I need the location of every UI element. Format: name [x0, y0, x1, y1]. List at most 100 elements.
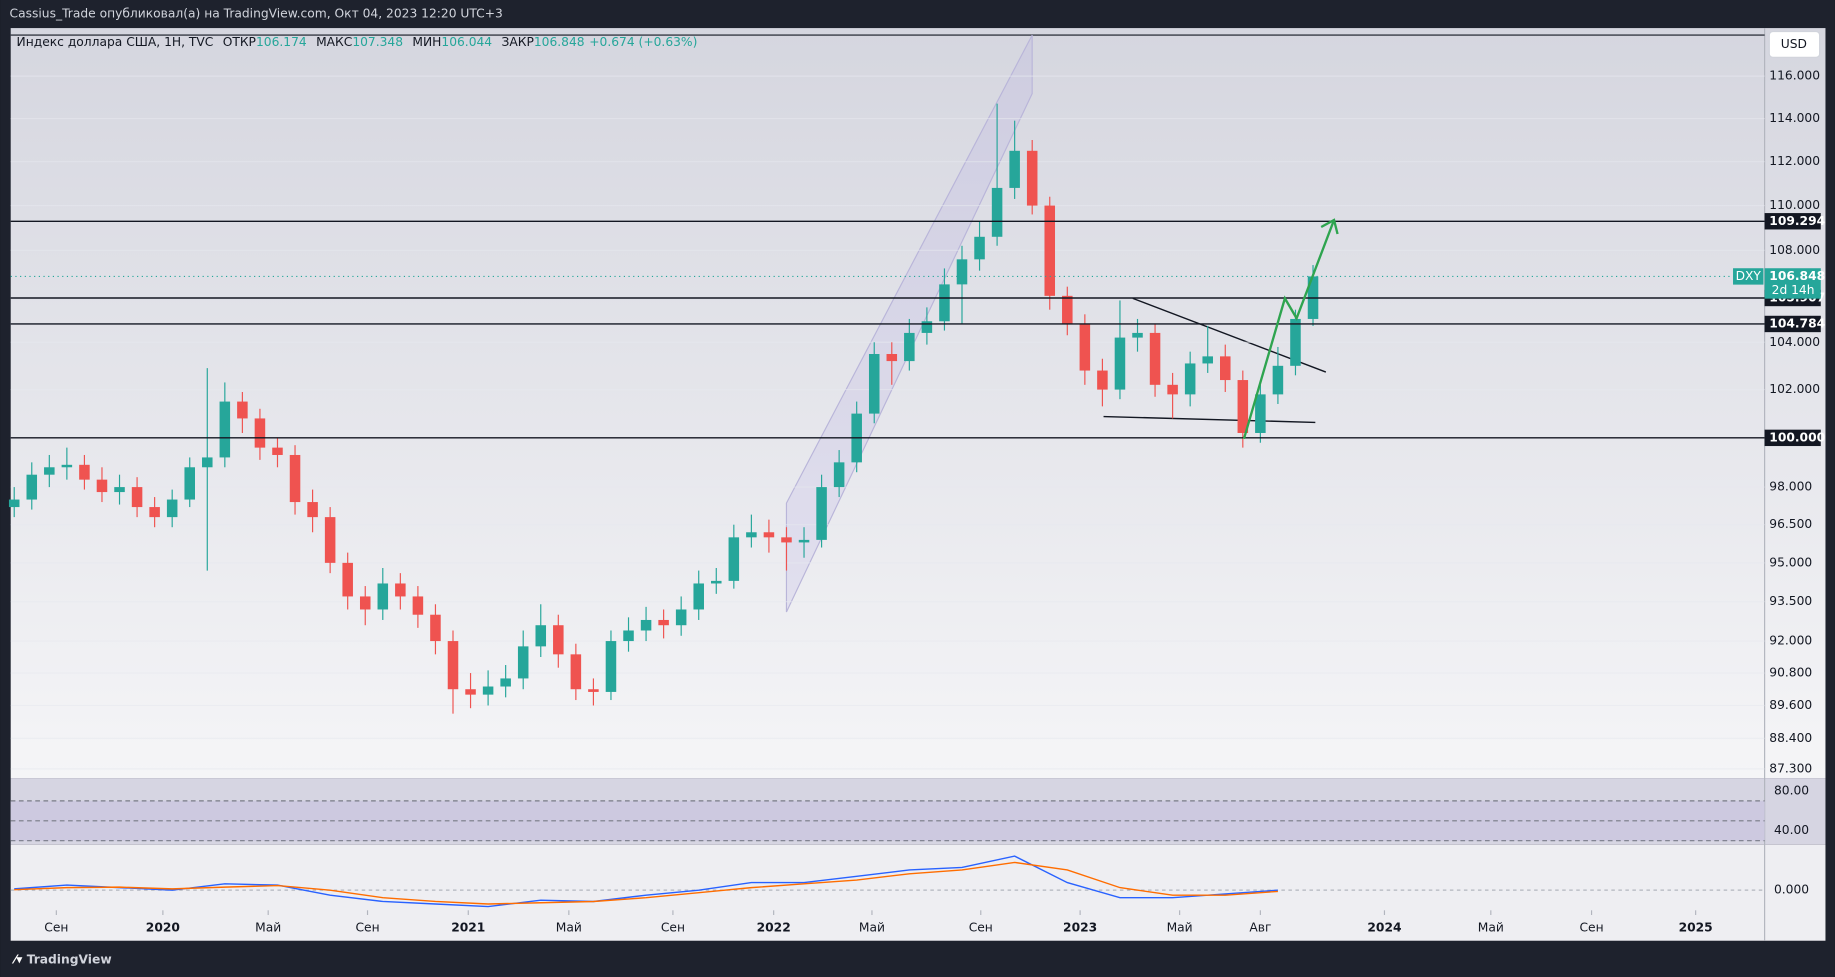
candle-body — [535, 625, 547, 647]
y-tick-label: 89.600 — [1769, 698, 1812, 712]
x-tick-label: Май — [556, 920, 582, 934]
macd-pane — [10, 844, 1826, 941]
brand[interactable]: ⁄▾ TradingView — [11, 952, 111, 966]
last-price: 106.848 — [1769, 269, 1825, 283]
candle-body — [553, 625, 564, 655]
candle-body — [430, 614, 441, 642]
candle-body — [202, 457, 213, 468]
symbol: Индекс доллара США, 1Н, TVC — [17, 35, 214, 49]
candle-body — [1009, 150, 1020, 188]
price-tag — [1764, 268, 1821, 299]
y-tick-label: 90.800 — [1769, 666, 1812, 680]
candle-body — [166, 499, 178, 518]
candle-body — [798, 539, 810, 543]
x-tick-label: 2022 — [757, 920, 791, 934]
candle-body — [377, 583, 389, 610]
candle-body — [184, 467, 195, 500]
candle-body — [1272, 365, 1284, 395]
candle-body — [1026, 150, 1038, 206]
candle-body — [131, 487, 143, 508]
y-tick-label: 88.400 — [1769, 731, 1812, 745]
main-pane — [10, 28, 1826, 779]
x-tick-label: Сен — [661, 920, 685, 934]
high: 107.348 — [352, 35, 403, 49]
y-tick-label: 87.300 — [1769, 761, 1812, 775]
y-tick-label: 114.000 — [1769, 111, 1820, 125]
candle-body — [1220, 356, 1231, 381]
candle-body — [289, 454, 301, 503]
candle-body — [1079, 323, 1091, 371]
level-label: 100.000 — [1769, 430, 1825, 444]
low-label: МИН — [412, 35, 441, 49]
candle-body — [886, 354, 898, 362]
candle-body — [1062, 295, 1073, 324]
x-tick-label: 2023 — [1063, 920, 1097, 934]
countdown: 2d 14h — [1772, 283, 1815, 297]
candle-body — [272, 447, 283, 455]
low: 106.044 — [441, 35, 492, 49]
x-tick-label: Сен — [44, 920, 68, 934]
candle-body — [711, 580, 722, 584]
candle-body — [570, 654, 582, 690]
y-tick-label: 80.00 — [1774, 783, 1809, 797]
x-tick-label: 2020 — [146, 920, 180, 934]
open-label: ОТКР — [223, 35, 256, 49]
candle-body — [588, 689, 599, 692]
candle-body — [1114, 337, 1126, 390]
candle-body — [956, 259, 968, 285]
candle-body — [1097, 370, 1108, 390]
candle-body — [342, 562, 353, 597]
change: +0.674 (+0.63%) — [589, 35, 697, 49]
candle-body — [26, 474, 38, 500]
candle-body — [8, 499, 20, 508]
candle-body — [61, 464, 73, 468]
high-label: МАКС — [316, 35, 352, 49]
candle-body — [833, 462, 845, 488]
candle-body — [693, 583, 704, 610]
y-tick-label: 108.000 — [1769, 243, 1820, 257]
candle-body — [904, 332, 915, 362]
candle-body — [114, 487, 125, 493]
x-tick-label: Сен — [969, 920, 993, 934]
candle-body — [816, 487, 827, 540]
x-tick-label: Сен — [1579, 920, 1603, 934]
candle-body — [991, 187, 1003, 237]
y-tick-label: 116.000 — [1769, 69, 1820, 83]
candle-body — [623, 630, 634, 642]
candle-body — [1149, 332, 1161, 385]
candle-body — [395, 583, 406, 597]
candle-body — [1237, 380, 1249, 433]
candle-body — [675, 609, 687, 626]
forecast-arrow — [1242, 219, 1336, 440]
candle-body — [254, 418, 266, 448]
candle-body — [465, 689, 476, 695]
level-tag — [1764, 213, 1821, 230]
x-tick-label: Сен — [355, 920, 379, 934]
symbol: DXY — [1736, 269, 1762, 283]
x-tick-label: Авг — [1249, 920, 1271, 934]
candle-body — [324, 517, 336, 563]
y-tick-label: 102.000 — [1769, 382, 1820, 396]
y-tick-label: 110.000 — [1769, 198, 1820, 212]
candle-body — [482, 686, 494, 695]
candle-body — [1184, 363, 1196, 395]
candle-body — [939, 284, 950, 322]
x-tick-label: 2024 — [1367, 920, 1401, 934]
symbol-tag — [1733, 268, 1764, 285]
close: 106.848 — [534, 35, 585, 49]
currency-button[interactable] — [1768, 31, 1821, 58]
publisher: Cassius_Trade опубликовал(а) на TradingV… — [10, 7, 503, 21]
close-label: ЗАКР — [501, 35, 533, 49]
footer[interactable]: TradingView — [27, 952, 112, 966]
x-tick-label: 2025 — [1679, 920, 1713, 934]
candle-body — [728, 537, 740, 581]
trendline — [1103, 415, 1316, 424]
y-tick-label: 0.000 — [1774, 883, 1809, 897]
level-label: 104.784 — [1769, 316, 1825, 330]
candle-body — [1167, 384, 1178, 395]
arrow-head — [1320, 218, 1339, 235]
legend: Индекс доллара США, 1Н, TVC ОТКР106.174 МА… — [17, 35, 698, 49]
currency[interactable]: USD — [1781, 37, 1807, 51]
